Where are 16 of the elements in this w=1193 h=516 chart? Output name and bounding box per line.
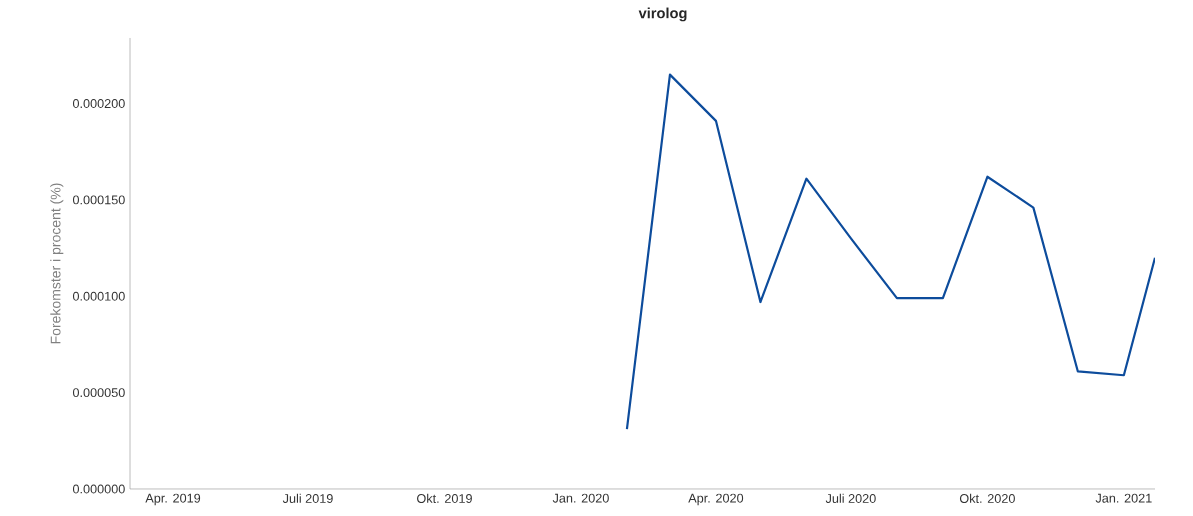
x-tick-label: Apr. 2020 xyxy=(688,493,744,506)
x-tick-label: Juli 2019 xyxy=(282,493,333,503)
line-series xyxy=(625,73,1155,431)
x-tick-label: Okt. 2020 xyxy=(959,493,1015,503)
chart-title: virolog xyxy=(638,7,687,22)
x-tick-label: Jan. 2020 xyxy=(552,493,609,503)
x-tick-label: Okt. 2019 xyxy=(417,493,472,503)
y-tick-label: 0.000200 xyxy=(72,99,125,108)
y-tick-label: 0.000150 xyxy=(72,195,125,205)
y-tick-label: 0.000100 xyxy=(72,291,125,301)
x-tick-label: Juli 2020 xyxy=(825,493,876,503)
y-tick-label: 0.000050 xyxy=(72,388,125,398)
y-tick-label: 0.000000 xyxy=(72,484,125,494)
y-axis-title: Forekomster i procent (%) xyxy=(50,183,64,344)
x-tick-label: Apr. 2019 xyxy=(145,493,201,506)
x-tick-label: Jan. 2021 xyxy=(1095,493,1152,503)
